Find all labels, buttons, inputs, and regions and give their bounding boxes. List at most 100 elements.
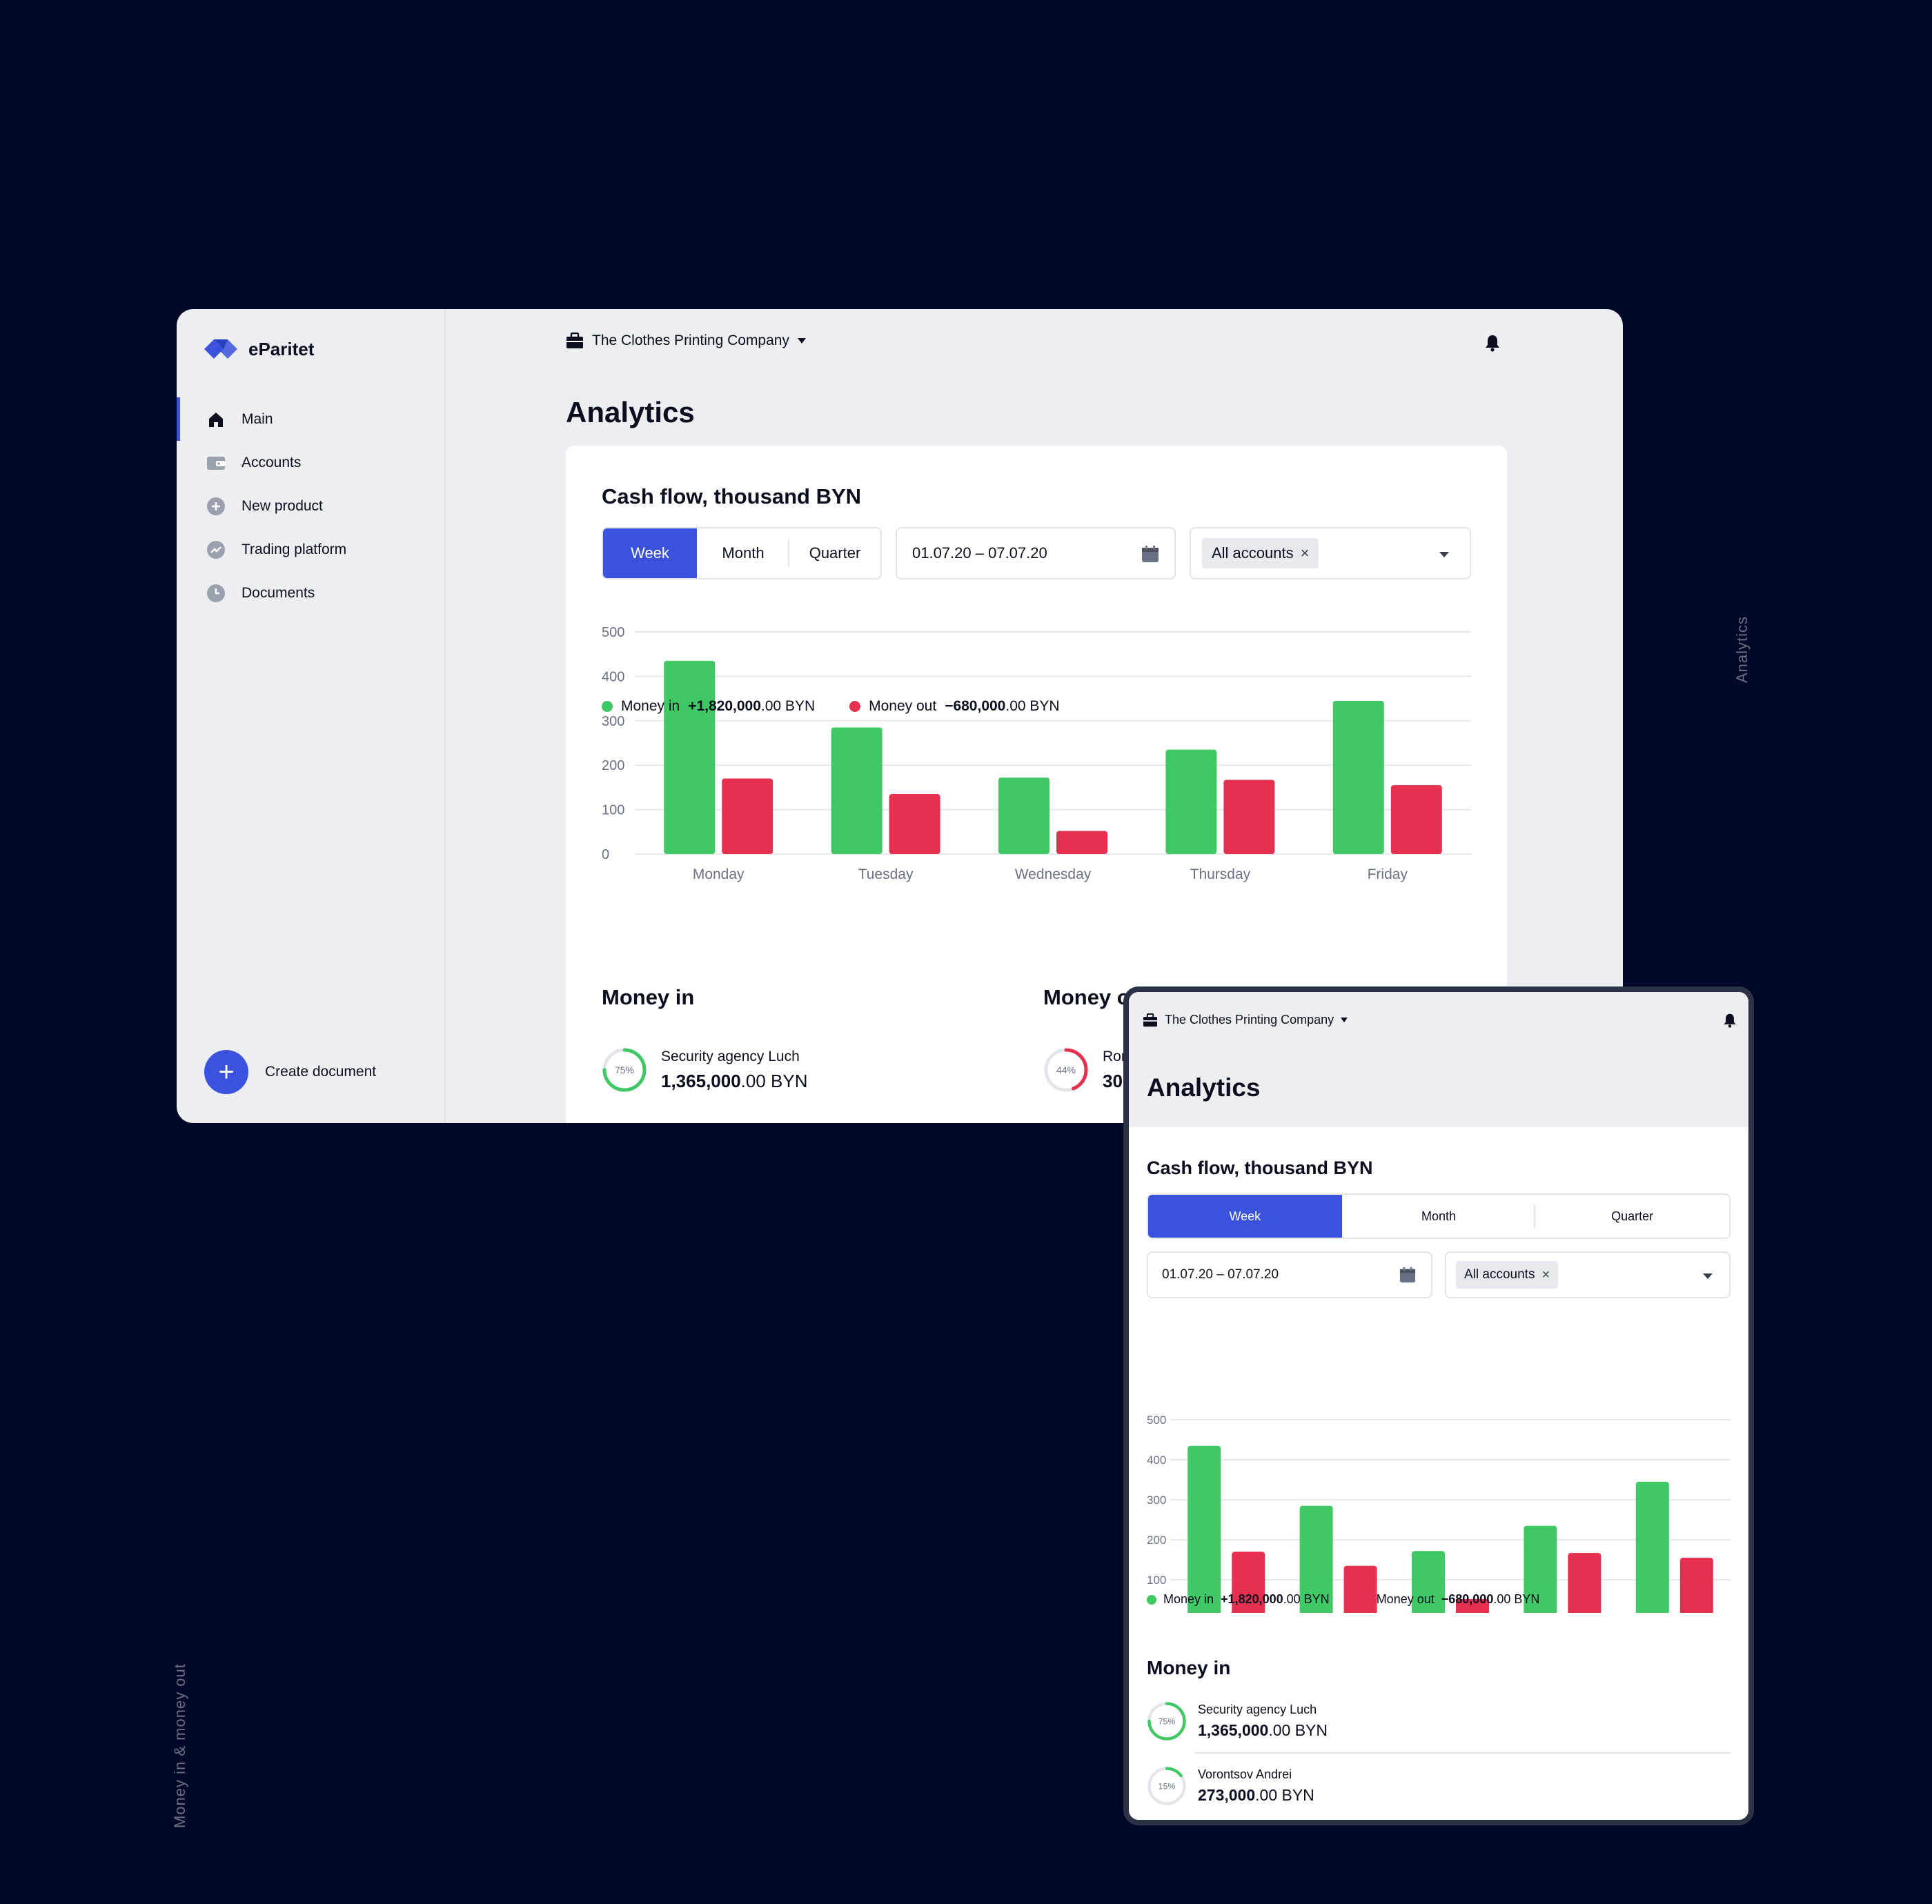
y-tick-label: 100 bbox=[602, 803, 624, 818]
money-in-item[interactable]: 15% Vorontsov Andrei 273,000.00 BYN bbox=[1147, 1766, 1314, 1806]
bar-money-in bbox=[664, 660, 716, 854]
x-tick-label: Friday bbox=[1368, 866, 1408, 882]
bar-money-in bbox=[1299, 1505, 1333, 1613]
y-tick-label: 200 bbox=[602, 758, 624, 773]
legend-in-rest: .00 BYN bbox=[1283, 1592, 1330, 1606]
briefcase-icon bbox=[566, 333, 583, 348]
legend-out-bold: −680,000 bbox=[1441, 1592, 1494, 1606]
item-amount-bold: 1,365,000 bbox=[1198, 1721, 1269, 1739]
page-title: Analytics bbox=[1147, 1073, 1261, 1102]
legend-out-bold: −680,000 bbox=[945, 698, 1006, 714]
money-in-item[interactable]: 75% Security agency Luch 1,365,000.00 BY… bbox=[1147, 1701, 1328, 1741]
legend-in-dot bbox=[1147, 1594, 1156, 1605]
x-tick-label: Thursday bbox=[1190, 866, 1251, 882]
bar-money-out bbox=[1056, 831, 1107, 854]
item-amount: 1,365,000.00 BYN bbox=[1198, 1721, 1328, 1740]
item-name: Vorontsov Andrei bbox=[1198, 1767, 1292, 1781]
tab-month[interactable]: Month bbox=[697, 528, 789, 578]
y-tick-label: 100 bbox=[1147, 1574, 1166, 1587]
bar-money-out bbox=[722, 778, 773, 854]
create-document-label: Create document bbox=[265, 1064, 377, 1080]
bar-money-in bbox=[1524, 1525, 1557, 1613]
page-title: Analytics bbox=[566, 396, 695, 428]
cashflow-chart: 0 100 200 300 400 500 Monday Tuesday Wednesday Th… bbox=[602, 625, 1471, 882]
ring-percent: 75% bbox=[615, 1064, 634, 1075]
tab-quarter[interactable]: Quarter bbox=[809, 544, 861, 562]
legend-out-rest: .00 BYN bbox=[1005, 698, 1060, 714]
item-amount: 1,365,000.00 BYN bbox=[661, 1071, 808, 1092]
sidebar-nav: Main Accounts New product Trading platfo… bbox=[177, 397, 444, 615]
item-name: Security agency Luch bbox=[661, 1048, 800, 1064]
legend-in-bold: +1,820,000 bbox=[688, 698, 761, 714]
item-amount-bold: 1,365,000 bbox=[661, 1070, 741, 1091]
sidebar-item-documents[interactable]: Documents bbox=[177, 571, 444, 615]
account-chip: All accounts × bbox=[1202, 538, 1319, 568]
legend-in-label: Money in bbox=[1163, 1592, 1214, 1606]
ring-percent: 75% bbox=[1159, 1716, 1176, 1726]
bar-money-in bbox=[1412, 1551, 1445, 1613]
tab-week[interactable]: Week bbox=[1148, 1195, 1342, 1238]
progress-ring: 15% bbox=[1147, 1767, 1186, 1805]
bar-money-in bbox=[1187, 1445, 1221, 1613]
legend-in-bold: +1,820,000 bbox=[1221, 1592, 1283, 1606]
ring-percent: 15% bbox=[1159, 1781, 1176, 1791]
sidebar-item-accounts[interactable]: Accounts bbox=[177, 441, 444, 484]
item-amount-rest: .00 BYN bbox=[1255, 1786, 1314, 1804]
bar-money-out bbox=[1568, 1553, 1601, 1613]
sidebar-item-label: New product bbox=[241, 497, 323, 514]
sidebar: eParitet Main Accounts New product bbox=[177, 309, 446, 1123]
bar-money-in bbox=[1165, 749, 1217, 854]
tab-week[interactable]: Week bbox=[603, 528, 697, 578]
x-tick-label: Monday bbox=[693, 866, 745, 882]
logo[interactable]: eParitet bbox=[203, 334, 314, 364]
calendar-icon[interactable] bbox=[1141, 545, 1159, 563]
accounts-select[interactable]: All accounts × bbox=[1190, 527, 1471, 579]
bell-icon[interactable] bbox=[1722, 1013, 1737, 1028]
chevron-down-icon[interactable] bbox=[1703, 1273, 1713, 1279]
close-icon[interactable]: × bbox=[1541, 1267, 1550, 1282]
close-icon[interactable]: × bbox=[1300, 544, 1310, 562]
company-selector[interactable]: The Clothes Printing Company bbox=[1143, 1013, 1348, 1027]
progress-ring: 75% bbox=[602, 1048, 647, 1092]
accounts-select[interactable]: All accounts × bbox=[1445, 1251, 1731, 1298]
sidebar-item-trading-platform[interactable]: Trading platform bbox=[177, 528, 444, 571]
y-tick-label: 200 bbox=[1147, 1534, 1166, 1547]
side-caption-analytics: Analytics bbox=[1733, 615, 1751, 683]
legend-in-label: Money in bbox=[621, 698, 680, 714]
chevron-down-icon[interactable] bbox=[1439, 552, 1449, 557]
money-in-title: Money in bbox=[1147, 1657, 1231, 1678]
money-out-item[interactable]: 44% Ror 30 bbox=[1043, 1047, 1126, 1093]
chart-circle-icon bbox=[206, 539, 226, 560]
create-document-button[interactable]: + Create document bbox=[204, 1050, 376, 1094]
date-range-field[interactable]: 01.07.20 – 07.07.20 bbox=[1147, 1251, 1432, 1298]
chart-legend: Money in +1,820,000 .00 BYN Money out −6… bbox=[602, 698, 1060, 715]
money-in-title: Money in bbox=[602, 985, 695, 1009]
money-in-item[interactable]: 75% Security agency Luch 1,365,000.00 BY… bbox=[602, 1047, 808, 1093]
company-selector[interactable]: The Clothes Printing Company bbox=[566, 333, 806, 349]
chart-legend: Money in +1,820,000 .00 BYN Money out −6… bbox=[1147, 1592, 1539, 1607]
legend-out-rest: .00 BYN bbox=[1493, 1592, 1540, 1606]
bar-money-out bbox=[1456, 1598, 1489, 1613]
tab-month[interactable]: Month bbox=[1342, 1195, 1536, 1238]
wallet-icon bbox=[206, 453, 226, 473]
item-amount-rest: .00 BYN bbox=[1268, 1721, 1328, 1739]
y-tick-label: 300 bbox=[602, 714, 624, 729]
company-name: The Clothes Printing Company bbox=[592, 333, 789, 348]
item-name: Security agency Luch bbox=[1198, 1703, 1317, 1716]
bar-money-out bbox=[1232, 1551, 1265, 1613]
sidebar-item-label: Main bbox=[241, 410, 273, 427]
calendar-icon[interactable] bbox=[1399, 1267, 1416, 1283]
bell-icon[interactable] bbox=[1483, 334, 1501, 352]
date-range-field[interactable]: 01.07.20 – 07.07.20 bbox=[896, 527, 1176, 579]
bar-money-in bbox=[998, 777, 1049, 854]
sidebar-item-main[interactable]: Main bbox=[177, 397, 444, 441]
item-amount: 30 bbox=[1103, 1070, 1123, 1091]
date-range-value: 01.07.20 – 07.07.20 bbox=[912, 544, 1047, 562]
tab-quarter[interactable]: Quarter bbox=[1611, 1209, 1654, 1223]
y-tick-label: 500 bbox=[1147, 1414, 1166, 1427]
bar-money-out bbox=[889, 794, 940, 854]
legend-out-dot bbox=[849, 701, 861, 712]
legend-out-label: Money out bbox=[1376, 1592, 1435, 1606]
sidebar-item-new-product[interactable]: New product bbox=[177, 484, 444, 528]
date-range-value: 01.07.20 – 07.07.20 bbox=[1162, 1267, 1279, 1282]
